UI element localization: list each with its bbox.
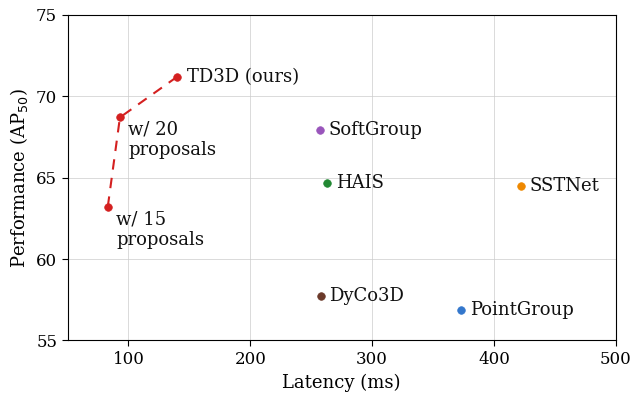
Text: SoftGroup: SoftGroup xyxy=(328,122,422,140)
Text: PointGroup: PointGroup xyxy=(470,300,573,318)
Point xyxy=(516,182,526,189)
Text: HAIS: HAIS xyxy=(335,174,383,192)
Text: w/ 15
proposals: w/ 15 proposals xyxy=(116,210,204,249)
Point xyxy=(102,204,113,210)
Point xyxy=(172,74,182,80)
Point xyxy=(115,114,125,121)
Text: TD3D (ours): TD3D (ours) xyxy=(187,68,299,86)
Point xyxy=(316,293,326,300)
Y-axis label: Performance (AP$_{50}$): Performance (AP$_{50}$) xyxy=(8,88,30,268)
Point xyxy=(456,306,466,313)
Text: DyCo3D: DyCo3D xyxy=(330,288,404,306)
Text: w/ 20
proposals: w/ 20 proposals xyxy=(129,121,216,160)
X-axis label: Latency (ms): Latency (ms) xyxy=(282,374,401,392)
Text: SSTNet: SSTNet xyxy=(529,177,599,195)
Point xyxy=(322,179,332,186)
Point xyxy=(315,127,325,134)
